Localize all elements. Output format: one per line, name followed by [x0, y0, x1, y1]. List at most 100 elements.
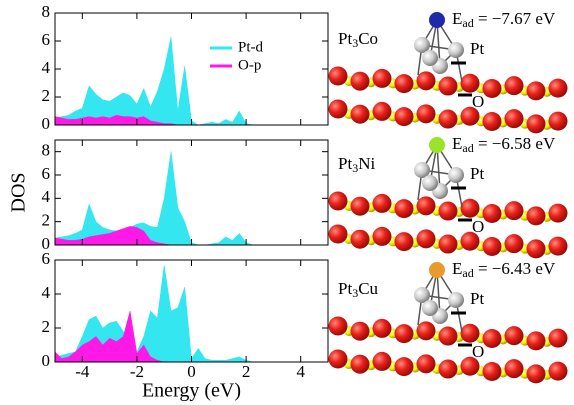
dos-area: [55, 37, 328, 125]
atom-o: [417, 71, 436, 90]
dos-area: [55, 152, 328, 245]
atom-o: [417, 104, 436, 123]
y-tick-label: 6: [42, 30, 51, 49]
y-tick-label: 4: [42, 58, 51, 77]
legend-label: Pt-d: [238, 39, 264, 55]
y-axis-label: DOS: [8, 172, 30, 212]
atom-o: [505, 76, 524, 95]
o-label: O: [472, 217, 484, 236]
atom-o: [505, 234, 524, 253]
panel: [55, 265, 328, 362]
atom-o: [329, 317, 348, 336]
atom-o: [483, 362, 502, 381]
atom-o: [373, 102, 392, 121]
atom-o: [417, 229, 436, 248]
adsorption-energy: Ead = −6.43 eV: [452, 259, 556, 280]
atom-o: [329, 225, 348, 244]
pt-label: Pt: [470, 39, 484, 58]
atom-pt: [448, 42, 464, 58]
atom-o: [549, 329, 568, 348]
formula: Pt3Cu: [338, 279, 379, 300]
y-tick-label: 4: [42, 283, 51, 302]
pt-label: Pt: [470, 164, 484, 183]
atom-o: [439, 235, 458, 254]
atom-o: [461, 199, 480, 218]
energy-symbol: E: [452, 259, 462, 278]
atom-o: [439, 327, 458, 346]
energy-sub: ad: [462, 16, 473, 30]
atom-o: [527, 114, 546, 133]
y-tick-label: 6: [42, 164, 51, 183]
x-tick-label: -2: [130, 362, 144, 381]
formula-part: Pt: [338, 279, 352, 298]
energy-value: = −7.67 eV: [474, 9, 556, 28]
atom-o: [373, 227, 392, 246]
atom-o: [527, 364, 546, 383]
atom-pt: [422, 50, 438, 66]
atom-o: [329, 192, 348, 211]
atom-o: [483, 237, 502, 256]
atom-o: [549, 362, 568, 381]
atom-o: [527, 81, 546, 100]
atom-o: [505, 359, 524, 378]
atom-o: [439, 202, 458, 221]
y-tick-label: 2: [42, 317, 51, 336]
atom-pt: [448, 167, 464, 183]
energy-symbol: E: [452, 9, 462, 28]
atom-o: [483, 79, 502, 98]
atom-o: [439, 77, 458, 96]
y-tick-label: 0: [42, 351, 51, 370]
atom-o: [395, 107, 414, 126]
energy-symbol: E: [452, 134, 462, 153]
x-tick-label: 4: [296, 362, 305, 381]
x-tick-label: 2: [242, 362, 251, 381]
atom-o: [395, 357, 414, 376]
atom-o: [395, 324, 414, 343]
atom-o: [549, 79, 568, 98]
atom-pt: [422, 300, 438, 316]
formula-part: Co: [358, 29, 378, 48]
atom-o: [549, 237, 568, 256]
formula: Pt3Ni: [338, 154, 375, 175]
formula-part: Pt: [338, 29, 352, 48]
y-tick-label: 4: [42, 187, 51, 206]
formula-part: Cu: [358, 279, 378, 298]
o-label: O: [472, 342, 484, 361]
adsorption-energy: Ead = −6.58 eV: [452, 134, 556, 155]
atom-o: [527, 331, 546, 350]
atom-o: [505, 109, 524, 128]
x-tick-label: -4: [75, 362, 90, 381]
y-tick-label: 2: [42, 211, 51, 230]
x-tick-label: 0: [187, 362, 196, 381]
atom-o: [329, 100, 348, 119]
atom-o: [505, 201, 524, 220]
atom-o: [549, 112, 568, 131]
y-tick-label: 8: [42, 141, 51, 160]
atom-o: [417, 354, 436, 373]
atom-o: [417, 196, 436, 215]
atom-o: [527, 239, 546, 258]
atom-o: [351, 72, 370, 91]
energy-sub: ad: [462, 266, 473, 280]
atom-o: [461, 324, 480, 343]
y-tick-label: 6: [42, 249, 51, 268]
atom-o: [395, 74, 414, 93]
atom-o: [329, 67, 348, 86]
atom-o: [373, 194, 392, 213]
formula-part: Pt: [338, 154, 352, 173]
y-tick-label: 0: [42, 114, 51, 133]
atom-o: [351, 197, 370, 216]
atom-o: [527, 206, 546, 225]
atom-pt: [422, 175, 438, 191]
y-tick-label: 8: [42, 2, 51, 21]
formula: Pt3Co: [338, 29, 378, 50]
atom-dopant: [429, 12, 445, 28]
atom-dopant: [429, 262, 445, 278]
energy-sub: ad: [462, 141, 473, 155]
atom-o: [373, 69, 392, 88]
o-label: O: [472, 92, 484, 111]
panel: [55, 152, 328, 245]
legend-label: O-p: [238, 57, 261, 73]
atom-o: [483, 329, 502, 348]
atom-o: [351, 105, 370, 124]
